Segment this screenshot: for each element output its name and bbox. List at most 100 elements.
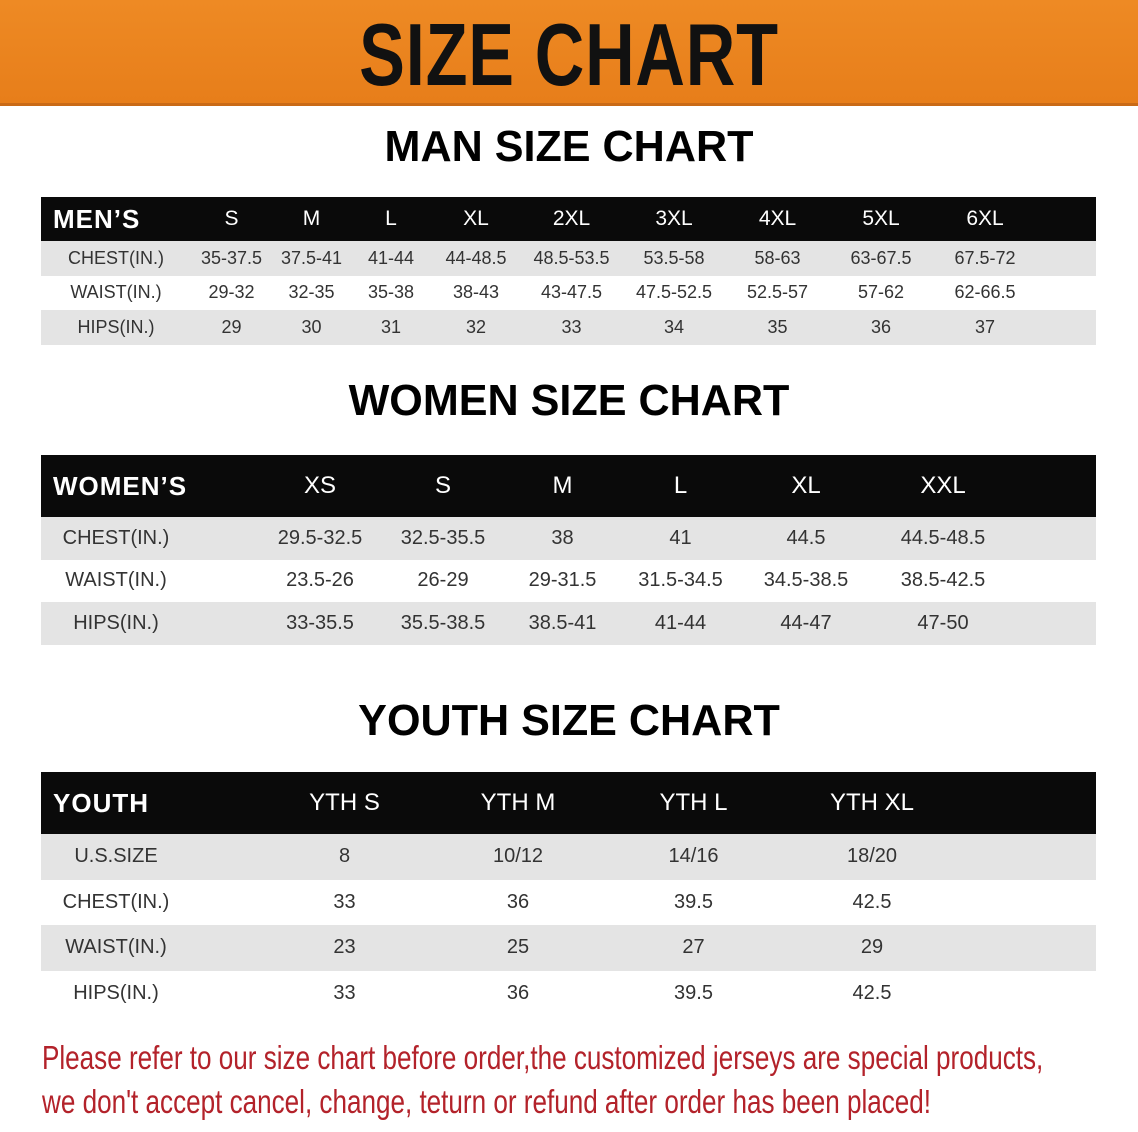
table-cell: 44-48.5	[445, 247, 507, 268]
table-cell: 37	[974, 316, 996, 337]
row-label-cell: CHEST(IN.)	[41, 248, 191, 269]
size-header: XL	[791, 472, 821, 499]
table-cell: 34	[663, 316, 685, 337]
row-label-cell: WAIST(IN.)	[41, 569, 258, 592]
youth-title: YOUTH SIZE CHART	[358, 696, 780, 745]
table-cell: 34.5-38.5	[763, 569, 849, 592]
table-cell: 32	[465, 316, 487, 337]
table-header-row: WOMEN’S XS S M L XL XXL	[41, 455, 1096, 517]
row-label: HIPS(IN.)	[73, 981, 159, 1004]
table-cell: 41	[669, 526, 692, 549]
row-label: CHEST(IN.)	[62, 526, 170, 549]
table-row: HIPS(IN.) 33 36 39.5 42.5	[41, 970, 1096, 1016]
row-label-cell: CHEST(IN.)	[41, 527, 258, 550]
row-label-cell: WAIST(IN.)	[41, 282, 191, 303]
table-cell: 63-67.5	[850, 247, 912, 268]
size-header: XL	[463, 207, 489, 230]
banner-title: SIZE CHART	[359, 5, 779, 104]
table-cell: 27	[682, 936, 705, 959]
table-cell: 35-37.5	[200, 247, 263, 268]
row-label: CHEST(IN.)	[62, 890, 170, 913]
table-cell: 38.5-42.5	[900, 569, 986, 592]
table-cell: 33	[333, 981, 356, 1004]
table-cell: 8	[338, 845, 351, 868]
row-label-cell: HIPS(IN.)	[41, 982, 258, 1005]
table-cell: 58-63	[754, 247, 801, 268]
table-cell: 67.5-72	[954, 247, 1016, 268]
table-cell: 33	[561, 316, 582, 337]
size-header: YTH M	[480, 789, 556, 816]
table-cell: 36	[870, 316, 892, 337]
table-cell: 29	[221, 316, 242, 337]
table-row: HIPS(IN.) 29 30 31 32 33 34 35 36 37	[41, 310, 1096, 345]
table-cell: 52.5-57	[746, 282, 809, 303]
table-cell: 42.5	[852, 981, 892, 1004]
table-cell: 47-50	[917, 611, 969, 634]
size-header: YTH L	[659, 789, 728, 816]
table-cell: 41-44	[367, 247, 415, 268]
table-cell: 31.5-34.5	[638, 569, 723, 592]
table-cell: 35-38	[367, 282, 415, 303]
table-cell: 48.5-53.5	[533, 247, 610, 268]
table-cell: 44.5	[786, 526, 826, 549]
men-title: MAN SIZE CHART	[384, 122, 754, 171]
header-label: MEN’S	[53, 203, 141, 234]
table-cell: 38	[551, 526, 574, 549]
table-cell: 38.5-41	[528, 611, 597, 634]
table-cell: 44.5-48.5	[900, 526, 986, 549]
women-table: WOMEN’S XS S M L XL XXL CHEST(IN.) 29.5-32.5 32.5…	[41, 455, 1096, 645]
men-table: MEN’S S M L XL 2XL 3XL 4XL 5XL 6XL CHEST(IN.) 35-37…	[41, 197, 1096, 345]
size-header: 2XL	[552, 207, 591, 230]
table-cell: 35	[767, 316, 788, 337]
table-cell: 25	[506, 936, 530, 959]
size-header: S	[224, 207, 239, 230]
table-row: CHEST(IN.) 35-37.5 37.5-41 41-44 44-48.5 48.5…	[41, 241, 1096, 276]
table-row: WAIST(IN.) 23 25 27 29	[41, 925, 1096, 971]
row-label: U.S.SIZE	[74, 845, 158, 868]
size-header: XS	[303, 472, 336, 499]
table-cell: 29.5-32.5	[277, 526, 363, 549]
banner: SIZE CHART	[0, 0, 1138, 106]
row-label-cell: CHEST(IN.)	[41, 891, 258, 914]
table-row: U.S.SIZE 8 10/12 14/16 18/20	[41, 834, 1096, 880]
table-cell: 23	[333, 936, 356, 959]
table-cell: 32.5-35.5	[400, 526, 486, 549]
table-row: WAIST(IN.) 29-32 32-35 35-38 38-43 43-47.5 47.…	[41, 275, 1096, 310]
table-cell: 18/20	[846, 845, 898, 868]
table-cell: 29-32	[208, 282, 255, 303]
table-cell: 29-31.5	[528, 569, 597, 592]
table-cell: 37.5-41	[280, 247, 343, 268]
table-cell: 26-29	[417, 569, 469, 592]
table-cell: 41-44	[654, 611, 707, 634]
row-label: HIPS(IN.)	[77, 316, 155, 337]
table-cell: 33	[333, 890, 356, 913]
note-line-1: Please refer to our size chart before or…	[42, 1039, 1044, 1076]
table-row: CHEST(IN.) 33 36 39.5 42.5	[41, 879, 1096, 925]
size-header: M	[552, 472, 573, 499]
row-label: CHEST(IN.)	[68, 247, 164, 268]
size-header: S	[434, 472, 451, 499]
table-header-row: YOUTH YTH S YTH M YTH L YTH XL	[41, 772, 1096, 834]
size-header: 3XL	[655, 207, 693, 230]
disclaimer-note: Please refer to our size chart before or…	[42, 1036, 1069, 1124]
row-label-cell: HIPS(IN.)	[41, 612, 258, 635]
table-cell: 38-43	[452, 282, 500, 303]
row-label-cell: WAIST(IN.)	[41, 936, 258, 959]
table-cell: 30	[301, 316, 322, 337]
table-cell: 57-62	[857, 282, 905, 303]
table-header-row: MEN’S S M L XL 2XL 3XL 4XL 5XL 6XL	[41, 197, 1096, 241]
size-header: YTH XL	[829, 789, 915, 816]
table-row: CHEST(IN.) 29.5-32.5 32.5-35.5 38 41 44.5 44.5…	[41, 517, 1096, 560]
table-cell: 36	[506, 890, 530, 913]
table-cell: 31	[380, 316, 402, 337]
table-row: WAIST(IN.) 23.5-26 26-29 29-31.5 31.5-34.5 34…	[41, 559, 1096, 602]
row-label-cell: HIPS(IN.)	[41, 317, 191, 338]
table-cell: 39.5	[674, 890, 713, 913]
header-label: YOUTH	[53, 787, 149, 818]
row-label-cell: U.S.SIZE	[41, 845, 258, 868]
table-cell: 35.5-38.5	[400, 611, 486, 634]
table-cell: 10/12	[492, 845, 544, 868]
table-cell: 47.5-52.5	[635, 282, 713, 303]
youth-table: YOUTH YTH S YTH M YTH L YTH XL U.S.SIZE 8 10/12…	[41, 772, 1096, 1016]
table-cell: 44-47	[780, 611, 832, 634]
